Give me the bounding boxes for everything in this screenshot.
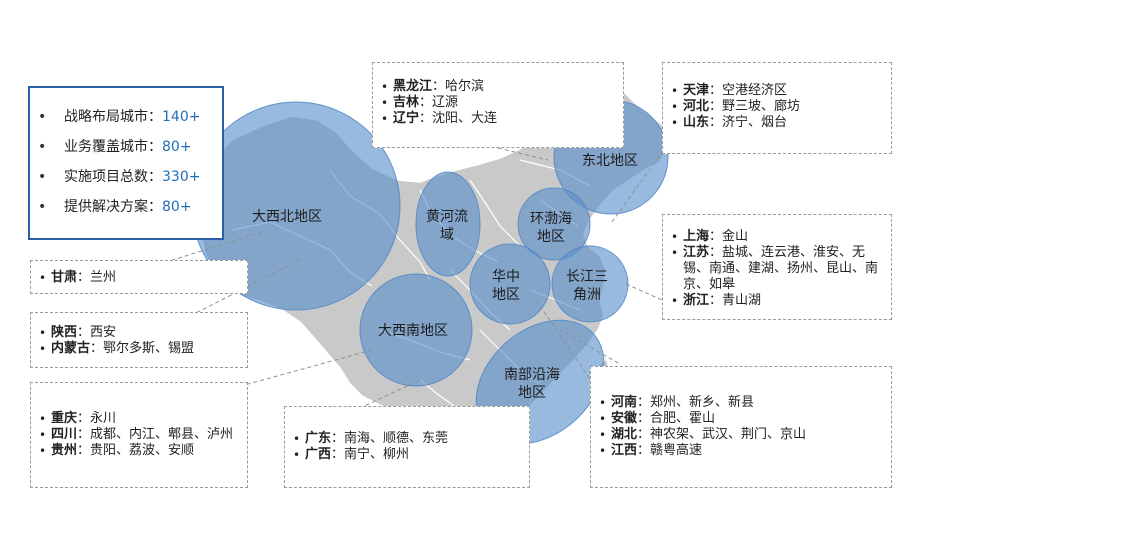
callout-item: 安徽：合肥、霍山 <box>597 411 891 427</box>
stat-value: 140+ <box>162 109 201 125</box>
callout-item: 山东：济宁、烟台 <box>669 115 891 131</box>
callout-item: 重庆：永川 <box>37 411 247 427</box>
stat-row: • 实施项目总数：330+ <box>36 162 222 192</box>
stat-label: 实施项目总数： <box>64 169 162 185</box>
region-label-huanghe: 黄河流 域 <box>426 208 468 244</box>
callout-item: 上海：金山 <box>669 229 885 245</box>
region-label-south: 南部沿海 地区 <box>504 366 560 402</box>
callout-item: 吉林：辽源 <box>379 95 623 111</box>
callout-item: 浙江：青山湖 <box>669 293 885 309</box>
callout-item: 黑龙江：哈尔滨 <box>379 79 623 95</box>
region-label-northeast: 东北地区 <box>582 153 638 169</box>
callout-bohai: 天津：空港经济区 河北：野三坡、廊坊 山东：济宁、烟台 <box>662 62 892 154</box>
bullet-icon: • <box>38 199 47 215</box>
callout-item: 广西：南宁、柳州 <box>291 447 529 463</box>
bubble-southwest <box>359 273 473 387</box>
region-label-line: 华中 <box>492 269 520 285</box>
callout-south: 广东：南海、顺德、东莞 广西：南宁、柳州 <box>284 406 530 488</box>
callout-northwest: 陕西：西安 内蒙古：鄂尔多斯、锡盟 <box>30 312 248 368</box>
stat-label: 业务覆盖城市： <box>64 139 162 155</box>
callout-gansu: 甘肃：兰州 <box>30 260 248 294</box>
callout-item: 广东：南海、顺德、东莞 <box>291 431 529 447</box>
callout-item: 天津：空港经济区 <box>669 83 891 99</box>
bubble-huazhong <box>469 243 551 325</box>
region-label-line: 域 <box>440 227 454 243</box>
region-label-line: 长江三 <box>566 269 608 285</box>
callout-item: 江苏：盐城、连云港、淮安、无锡、南通、建湖、扬州、昆山、南京、如皋 <box>669 245 885 293</box>
bubble-huanghe <box>415 171 481 277</box>
callout-central: 河南：郑州、新乡、新县 安徽：合肥、霍山 湖北：神农架、武汉、荆门、京山 江西：… <box>590 366 892 488</box>
callout-item: 内蒙古：鄂尔多斯、锡盟 <box>37 341 247 357</box>
callout-item: 江西：赣粤高速 <box>597 443 891 459</box>
callout-item: 陕西：西安 <box>37 325 247 341</box>
callout-item: 四川：成都、内江、郫县、泸州 <box>37 427 247 443</box>
region-label-huanbohai: 环渤海 地区 <box>530 210 572 246</box>
callout-southwest: 重庆：永川 四川：成都、内江、郫县、泸州 贵州：贵阳、荔波、安顺 <box>30 382 248 488</box>
stat-row: • 战略布局城市：140+ <box>36 102 222 132</box>
region-label-huazhong: 华中 地区 <box>492 268 520 304</box>
callout-item: 湖北：神农架、武汉、荆门、京山 <box>597 427 891 443</box>
bullet-icon: • <box>38 139 47 155</box>
region-label-line: 角洲 <box>573 287 601 303</box>
region-label-southwest: 大西南地区 <box>378 323 448 339</box>
region-label-line: 环渤海 <box>530 211 572 227</box>
stat-value: 80+ <box>162 199 192 215</box>
region-label-line: 地区 <box>492 287 520 303</box>
stat-label: 提供解决方案： <box>64 199 162 215</box>
stat-row: • 业务覆盖城市：80+ <box>36 132 222 162</box>
bullet-icon: • <box>38 169 47 185</box>
region-label-changjiang: 长江三 角洲 <box>566 268 608 304</box>
callout-item: 河北：野三坡、廊坊 <box>669 99 891 115</box>
callout-northeast: 黑龙江：哈尔滨 吉林：辽源 辽宁：沈阳、大连 <box>372 62 624 148</box>
stat-row: • 提供解决方案：80+ <box>36 192 222 222</box>
bullet-icon: • <box>38 109 47 125</box>
region-label-line: 地区 <box>537 229 565 245</box>
callout-item: 贵州：贵阳、荔波、安顺 <box>37 443 247 459</box>
callout-item: 辽宁：沈阳、大连 <box>379 111 623 127</box>
stats-panel: • 战略布局城市：140+ • 业务覆盖城市：80+ • 实施项目总数：330+ • 提… <box>28 86 224 240</box>
stat-value: 330+ <box>162 169 201 185</box>
region-label-line: 黄河流 <box>426 209 468 225</box>
bubble-changjiang <box>551 245 629 323</box>
callout-item: 甘肃：兰州 <box>37 270 247 286</box>
region-label-northwest: 大西北地区 <box>252 209 322 225</box>
callout-item: 河南：郑州、新乡、新县 <box>597 395 891 411</box>
region-label-line: 地区 <box>518 385 546 401</box>
bubble-huanbohai <box>517 187 591 261</box>
callout-yangtze: 上海：金山 江苏：盐城、连云港、淮安、无锡、南通、建湖、扬州、昆山、南京、如皋 … <box>662 214 892 320</box>
region-label-line: 南部沿海 <box>504 367 560 383</box>
stat-value: 80+ <box>162 139 192 155</box>
stat-label: 战略布局城市： <box>64 109 162 125</box>
